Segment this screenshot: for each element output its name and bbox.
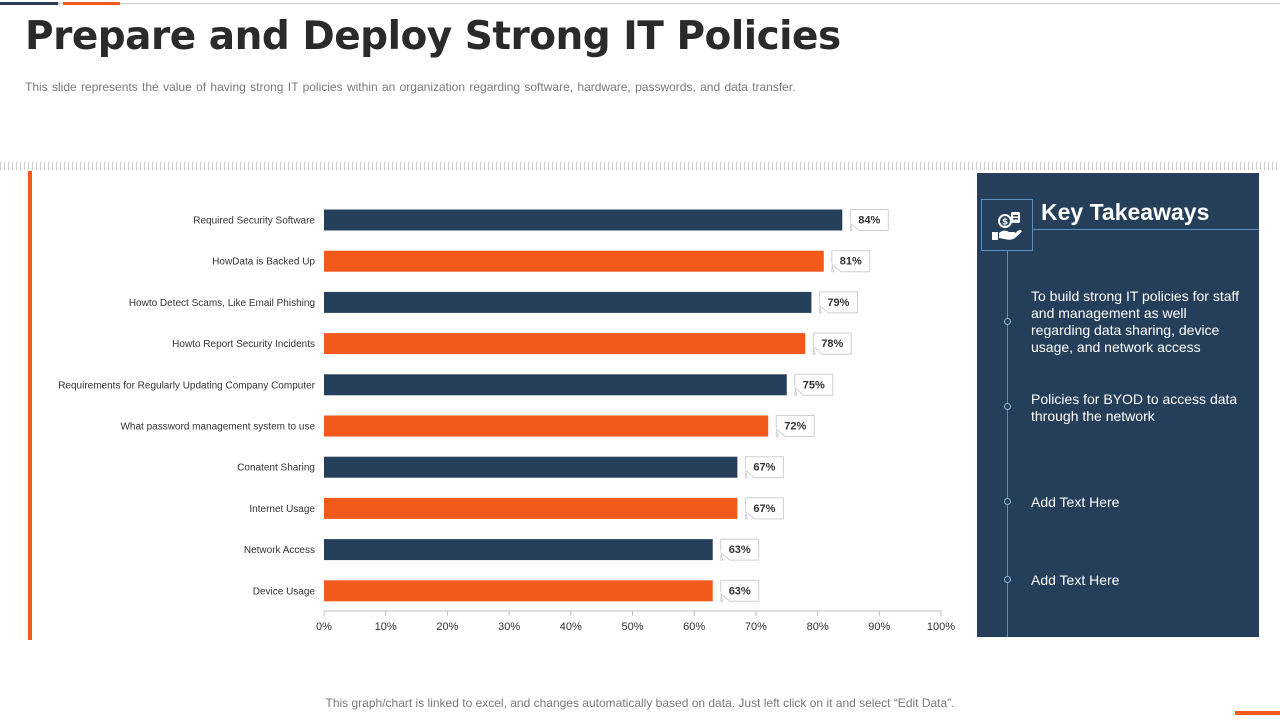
takeaways-title: Key Takeaways <box>1041 199 1210 225</box>
takeaway-item: Add Text Here <box>1031 494 1120 510</box>
bar <box>324 333 806 355</box>
timeline-dot <box>1004 403 1011 410</box>
bar <box>324 374 787 396</box>
data-label-callout <box>849 209 889 231</box>
data-label: 72% <box>784 421 806 433</box>
x-tick-label: 20% <box>436 621 458 633</box>
x-tick-label: 60% <box>683 621 705 633</box>
x-axis: 0% 10% 20% 30% 40% 50% 60% 70% 80% 90% 100% <box>316 610 955 633</box>
slide-subtitle: This slide represents the value of havin… <box>25 80 796 94</box>
category-label: Internet Usage <box>249 504 315 515</box>
bar <box>324 291 812 313</box>
category-label: Howto Report Security Incidents <box>172 339 315 350</box>
data-label-pointer <box>844 221 851 226</box>
x-tick-label: 30% <box>498 621 520 633</box>
takeaway-item: Add Text Here <box>1031 572 1120 588</box>
category-label: What password management system to use <box>120 422 315 433</box>
category-label: HowData is Backed Up <box>212 257 315 268</box>
top-divider-line <box>0 3 1280 4</box>
x-tick-label: 70% <box>745 621 767 633</box>
data-label: 75% <box>803 379 825 391</box>
category-label: Howto Detect Scams, Like Email Phishing <box>129 298 315 309</box>
bar <box>324 250 824 272</box>
hand-money-icon: $ <box>992 212 1022 240</box>
takeaways-title-underline <box>1033 229 1259 230</box>
x-tick-label: 90% <box>868 621 890 633</box>
category-label: Device Usage <box>253 586 316 597</box>
category-label: Requirements for Regularly Updating Comp… <box>58 380 315 391</box>
data-label-callout <box>812 332 852 355</box>
data-label: 84% <box>858 215 880 227</box>
bar <box>324 539 713 561</box>
x-tick-label: 50% <box>621 621 643 633</box>
x-tick-label: 80% <box>807 621 829 633</box>
bar <box>324 497 738 519</box>
data-label-pointer <box>714 550 721 556</box>
data-label-callout <box>793 373 834 396</box>
dashed-divider <box>0 162 1280 170</box>
bottom-accent <box>1235 711 1280 715</box>
data-label-pointer <box>807 344 814 350</box>
bar <box>324 415 769 437</box>
takeaways-icon-box: $ <box>981 199 1033 251</box>
data-label: 78% <box>821 338 843 350</box>
x-tick-label: 0% <box>316 621 332 633</box>
bars-layer <box>324 209 843 602</box>
data-label-pointer <box>739 468 746 474</box>
chart-left-accent-bar <box>28 171 32 640</box>
data-label-pointer <box>825 262 832 268</box>
x-tick-label: 10% <box>375 621 397 633</box>
category-label: Conatent Sharing <box>237 463 315 474</box>
slide-title: Prepare and Deploy Strong IT Policies <box>25 14 841 59</box>
data-label: 81% <box>840 256 862 268</box>
data-label: 67% <box>753 462 775 474</box>
timeline-line <box>1007 251 1008 637</box>
data-label: 67% <box>753 503 775 515</box>
svg-text:$: $ <box>1002 218 1008 228</box>
x-tick-label: 100% <box>927 621 955 633</box>
timeline-dot <box>1004 498 1011 505</box>
data-label-callout <box>830 250 871 273</box>
data-label-pointer <box>770 427 777 432</box>
bar <box>324 580 713 602</box>
data-label-callout <box>719 579 760 602</box>
data-label-pointer <box>813 303 820 309</box>
bar <box>324 209 843 231</box>
bar <box>324 456 738 478</box>
top-accent-orange <box>63 2 120 5</box>
data-label-pointer <box>739 509 746 515</box>
category-label: Required Security Software <box>193 216 315 227</box>
timeline-dot <box>1004 576 1011 583</box>
key-takeaways-panel: $ Key Takeaways To build strong IT polic… <box>977 173 1259 637</box>
top-accent-navy <box>0 2 58 5</box>
takeaway-item: To build strong IT policies for staff an… <box>1031 288 1240 355</box>
data-label-callout <box>744 456 784 479</box>
category-label: Network Access <box>244 545 315 556</box>
x-tick-label: 40% <box>560 621 582 633</box>
data-label: 79% <box>827 297 849 309</box>
data-label-callout <box>818 291 858 314</box>
footer-note: This graph/chart is linked to excel, and… <box>325 696 955 710</box>
timeline-dot <box>1004 318 1011 325</box>
data-label-pointer <box>788 385 795 391</box>
data-label: 63% <box>729 544 751 556</box>
data-label-callout <box>775 415 815 437</box>
data-label-pointer <box>714 591 721 597</box>
data-label-callout <box>744 497 784 520</box>
labels-layer: Required Security Software 84% HowData is … <box>58 209 889 602</box>
bar-chart[interactable]: Required Security Software 84% HowData is … <box>0 0 975 650</box>
data-label-callout <box>719 538 760 561</box>
takeaway-item: Policies for BYOD to access data through… <box>1031 391 1238 424</box>
data-label: 63% <box>729 585 751 597</box>
